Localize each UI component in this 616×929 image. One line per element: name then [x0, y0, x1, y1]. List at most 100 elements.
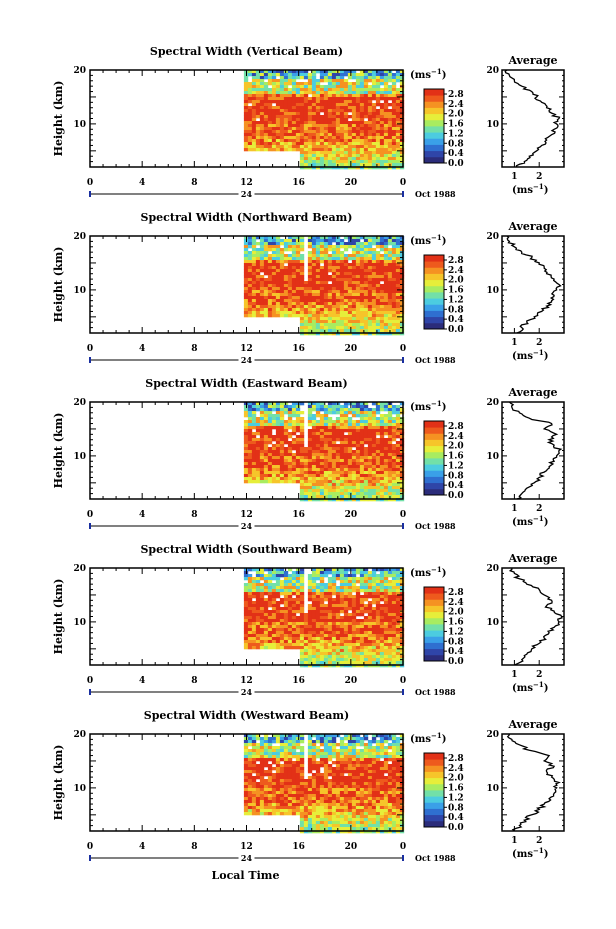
heatmap-cell [303, 640, 309, 644]
heatmap-cell [271, 242, 277, 246]
heatmap-cell [339, 574, 345, 578]
heatmap-cell [323, 486, 329, 490]
heatmap-cell [399, 260, 405, 264]
average-y-tick-label: 20 [486, 398, 499, 408]
heatmap-cell [327, 577, 333, 581]
heatmap-cell [355, 82, 361, 86]
heatmap-cell [367, 435, 373, 439]
heatmap-cell [311, 414, 317, 418]
heatmap-cell [255, 637, 261, 641]
heatmap-cell [283, 598, 289, 602]
heatmap-cell [275, 311, 281, 315]
heatmap-cell [295, 474, 301, 478]
heatmap-cell [339, 272, 345, 276]
heatmap-cell [343, 483, 349, 487]
heatmap-cell [299, 326, 305, 330]
heatmap-cell [267, 275, 273, 279]
heatmap-cell [327, 85, 333, 89]
heatmap-cell [395, 112, 401, 116]
heatmap-cell [343, 568, 349, 572]
heatmap-cell [299, 655, 305, 659]
heatmap-cell [299, 118, 305, 122]
heatmap-cell [251, 447, 257, 451]
heatmap-cell [363, 121, 369, 125]
heatmap-cell [243, 598, 249, 602]
heatmap-cell [287, 601, 293, 605]
heatmap-cell [259, 299, 265, 303]
heatmap-cell [247, 73, 253, 77]
heatmap-cell [367, 151, 373, 155]
heatmap-cell [291, 245, 297, 249]
colorbar-swatch [424, 144, 444, 152]
heatmap-cell [359, 76, 365, 80]
heatmap-cell [271, 94, 277, 98]
heatmap-cell [255, 148, 261, 152]
heatmap-cell [339, 417, 345, 421]
heatmap-cell [343, 160, 349, 164]
heatmap-cell [303, 109, 309, 113]
heatmap-cell [299, 305, 305, 309]
heatmap-cell [303, 305, 309, 309]
heatmap-cell [303, 127, 309, 131]
heatmap-cell [339, 275, 345, 279]
heatmap-cell [335, 628, 341, 632]
heatmap-cell [327, 628, 333, 632]
heatmap-cell [335, 637, 341, 641]
heatmap-cell [283, 296, 289, 300]
heatmap-cell [343, 616, 349, 620]
heatmap-cell [359, 305, 365, 309]
heatmap-cell [259, 607, 265, 611]
heatmap-cell [295, 311, 301, 315]
heatmap-cell [331, 444, 337, 448]
colorbar-tick-label: 2.0 [448, 276, 464, 286]
heatmap-cell [359, 136, 365, 140]
heatmap-cell [371, 94, 377, 98]
heatmap-cell [359, 655, 365, 659]
heatmap-cell [311, 423, 317, 427]
colorbar-swatch [424, 476, 444, 484]
heatmap-cell [263, 263, 269, 267]
heatmap-cell [287, 91, 293, 95]
x-tick-label: 20 [345, 178, 358, 188]
heatmap-cell [359, 323, 365, 327]
heatmap-cell [255, 646, 261, 650]
heatmap-cell [263, 278, 269, 282]
heatmap-cell [331, 580, 337, 584]
heatmap-cell [335, 85, 341, 89]
heatmap-cell [311, 655, 317, 659]
heatmap-cell [363, 438, 369, 442]
heatmap-cell [271, 287, 277, 291]
heatmap-cell [275, 456, 281, 460]
heatmap-cell [363, 251, 369, 255]
heatmap-cell [311, 100, 317, 104]
heatmap-cell [331, 136, 337, 140]
heatmap-cell [255, 417, 261, 421]
heatmap-cell [339, 73, 345, 77]
heatmap-cell [283, 435, 289, 439]
heatmap-cell [291, 580, 297, 584]
heatmap-cell [315, 462, 321, 466]
heatmap-cell [271, 130, 277, 134]
heatmap-cell [327, 130, 333, 134]
heatmap-cell [255, 592, 261, 596]
heatmap-cell [351, 124, 357, 128]
heatmap-cells [243, 568, 405, 668]
heatmap-cell [355, 79, 361, 83]
heatmap-cell [327, 308, 333, 312]
heatmap-cell [387, 489, 393, 493]
heatmap-cell [343, 290, 349, 294]
heatmap-cell [283, 130, 289, 134]
heatmap-cell [395, 329, 401, 333]
heatmap-cell [315, 604, 321, 608]
heatmap-cell [299, 278, 305, 282]
heatmap-cell [319, 109, 325, 113]
heatmap-cell [255, 568, 261, 572]
heatmap-cell [343, 112, 349, 116]
heatmap-cell [283, 88, 289, 92]
heatmap-cell [355, 109, 361, 113]
heatmap-cell [363, 628, 369, 632]
heatmap-cell [319, 160, 325, 164]
heatmap-cell [347, 97, 353, 101]
heatmap-cell [295, 118, 301, 122]
heatmap-cell [247, 568, 253, 572]
